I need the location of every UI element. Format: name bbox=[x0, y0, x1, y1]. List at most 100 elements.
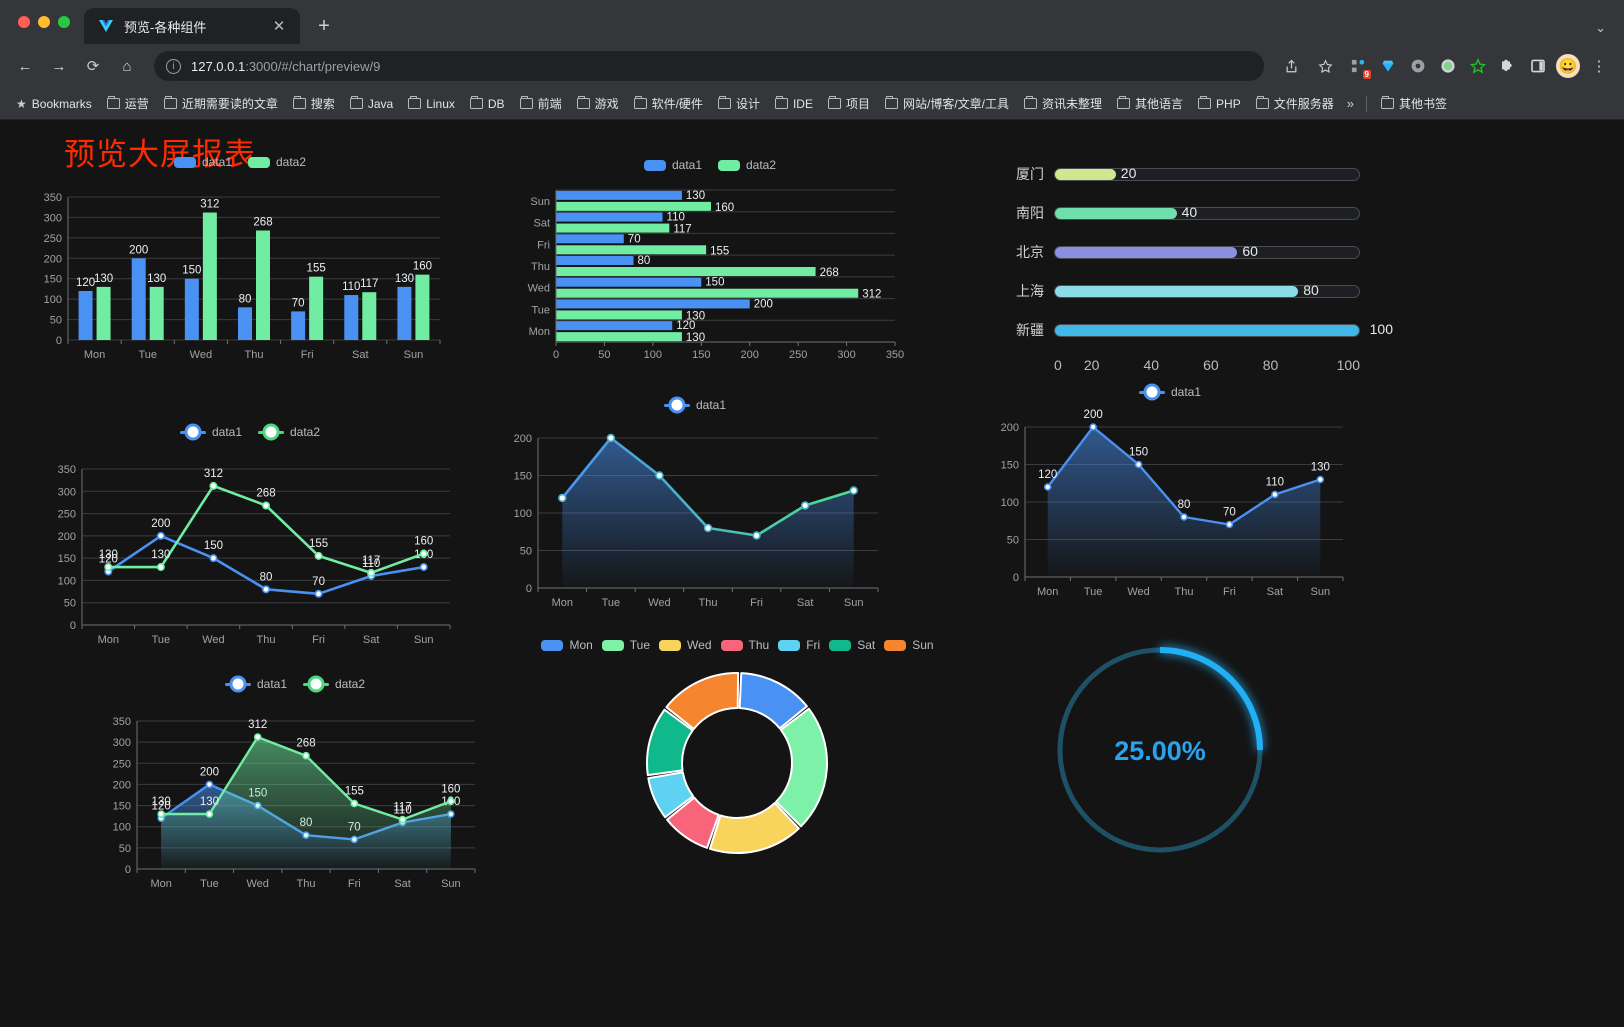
chart-text: 160 bbox=[441, 783, 460, 795]
legend-item-data2[interactable]: data2 bbox=[718, 158, 776, 172]
progress-value: 40 bbox=[1181, 203, 1198, 220]
pie-slice[interactable] bbox=[738, 672, 808, 730]
browser-menu-button[interactable]: ⋮ bbox=[1591, 58, 1607, 75]
bookmark-folder[interactable]: 项目 bbox=[822, 92, 876, 115]
bookmark-folder[interactable]: 软件/硬件 bbox=[628, 92, 709, 115]
legend-item-data1[interactable]: data1 bbox=[1138, 385, 1201, 399]
legend-item-data1[interactable]: data1 bbox=[179, 425, 242, 439]
chart-text: 155 bbox=[710, 245, 729, 257]
bookmark-folder[interactable]: 网站/博客/文章/工具 bbox=[879, 92, 1015, 115]
chart-text: 350 bbox=[58, 464, 76, 476]
maximize-window-button[interactable] bbox=[58, 16, 70, 28]
close-tab-button[interactable]: ✕ bbox=[272, 17, 286, 35]
bookmark-folder[interactable]: 运营 bbox=[101, 92, 155, 115]
bookmark-star-icon[interactable] bbox=[1310, 51, 1340, 81]
url-path: :3000/#/chart/preview/9 bbox=[245, 58, 381, 74]
green-dot-icon[interactable] bbox=[1434, 52, 1462, 80]
pie-slice[interactable] bbox=[708, 802, 800, 854]
chart-text: 0 bbox=[526, 583, 532, 595]
progress-track[interactable]: 80 bbox=[1054, 282, 1360, 298]
data-point bbox=[558, 493, 567, 503]
folder-icon bbox=[1380, 95, 1394, 109]
gear-wheel-icon[interactable] bbox=[1404, 52, 1432, 80]
legend-item-wed[interactable]: Wed bbox=[659, 638, 712, 652]
chart-text: 117 bbox=[362, 555, 380, 567]
chart-text: 150 bbox=[44, 274, 62, 286]
bookmark-folder[interactable]: 前端 bbox=[514, 92, 568, 115]
address-bar[interactable]: i 127.0.0.1:3000/#/chart/preview/9 bbox=[154, 51, 1264, 81]
progress-track[interactable]: 100 bbox=[1054, 321, 1393, 337]
legend-item-data2[interactable]: data2 bbox=[303, 677, 365, 691]
bookmark-label: 资讯未整理 bbox=[1042, 97, 1103, 111]
progress-track[interactable]: 60 bbox=[1054, 243, 1360, 259]
browser-tab[interactable]: 预览-各种组件 ✕ bbox=[84, 8, 300, 44]
progress-track[interactable]: 20 bbox=[1054, 165, 1360, 181]
site-info-icon[interactable]: i bbox=[166, 58, 181, 74]
pie-slice[interactable] bbox=[775, 707, 828, 828]
chevron-down-icon[interactable]: ⌄ bbox=[1595, 20, 1606, 35]
minimize-window-button[interactable] bbox=[38, 16, 50, 28]
progress-label: 新疆 bbox=[1016, 322, 1044, 338]
bar bbox=[556, 223, 670, 233]
bar bbox=[344, 295, 359, 340]
green-star-icon[interactable] bbox=[1464, 52, 1492, 80]
bookmarks-label: Bookmarks bbox=[31, 96, 92, 111]
bookmark-folder[interactable]: 文件服务器 bbox=[1250, 92, 1340, 115]
legend-item-data1[interactable]: data1 bbox=[224, 677, 287, 691]
chart-text: 268 bbox=[256, 488, 275, 500]
folder-icon bbox=[292, 95, 306, 109]
puzzle-icon[interactable] bbox=[1494, 52, 1522, 80]
data-point bbox=[1089, 423, 1097, 431]
reload-button[interactable]: ⟳ bbox=[86, 58, 100, 75]
bookmark-folder[interactable]: 近期需要读的文章 bbox=[158, 92, 284, 115]
back-button[interactable]: ← bbox=[17, 57, 33, 75]
data-point bbox=[314, 589, 323, 598]
chart-text: 312 bbox=[204, 468, 223, 480]
bookmark-folder[interactable]: 设计 bbox=[712, 92, 766, 115]
legend-item-mon[interactable]: Mon bbox=[541, 638, 593, 652]
chart-text: Fri bbox=[348, 878, 361, 890]
progress-track[interactable]: 40 bbox=[1054, 203, 1360, 220]
bookmark-folder[interactable]: Linux bbox=[402, 94, 461, 114]
forward-button[interactable]: → bbox=[51, 57, 67, 75]
legend-item-data2[interactable]: data2 bbox=[258, 425, 320, 439]
bookmark-folder[interactable]: 游戏 bbox=[571, 92, 625, 115]
pie-slice[interactable] bbox=[665, 672, 740, 730]
legend-item-tue[interactable]: Tue bbox=[601, 638, 650, 652]
bookmark-folder[interactable]: 搜索 bbox=[287, 92, 341, 115]
diamond-icon[interactable] bbox=[1374, 52, 1402, 80]
bar bbox=[415, 274, 430, 340]
chart-text: 250 bbox=[58, 509, 76, 521]
chart-text: Tue bbox=[200, 878, 219, 890]
bookmark-folder[interactable]: 资讯未整理 bbox=[1018, 92, 1108, 115]
extensions-grid-icon[interactable]: 9 bbox=[1344, 52, 1372, 80]
bookmark-folder[interactable]: PHP bbox=[1192, 94, 1247, 114]
legend-item-sat[interactable]: Sat bbox=[829, 638, 875, 652]
legend-item-data1[interactable]: data1 bbox=[173, 155, 232, 169]
bookmarks-root[interactable]: ★ Bookmarks bbox=[10, 94, 98, 114]
profile-avatar[interactable]: 😀 bbox=[1556, 54, 1580, 78]
legend-item-data1[interactable]: data1 bbox=[643, 158, 702, 172]
legend-item-fri[interactable]: Fri bbox=[778, 638, 820, 652]
legend-item-sun[interactable]: Sun bbox=[884, 638, 934, 652]
other-bookmarks-folder[interactable]: 其他书签 bbox=[1375, 92, 1453, 115]
close-window-button[interactable] bbox=[18, 16, 30, 28]
pie-slice[interactable] bbox=[647, 771, 695, 819]
bar bbox=[362, 292, 377, 340]
pie-slice[interactable] bbox=[666, 796, 720, 849]
share-button[interactable] bbox=[1276, 51, 1306, 81]
bookmarks-overflow-button[interactable]: » bbox=[1346, 96, 1354, 111]
pie-slice[interactable] bbox=[646, 708, 694, 777]
chart-text: Mon bbox=[150, 878, 171, 890]
bookmark-folder[interactable]: DB bbox=[464, 94, 511, 114]
new-tab-button[interactable]: + bbox=[318, 14, 330, 37]
bookmark-folder[interactable]: Java bbox=[344, 94, 399, 114]
legend-item-thu[interactable]: Thu bbox=[720, 638, 769, 652]
window-controls[interactable] bbox=[12, 0, 84, 44]
side-panel-icon[interactable] bbox=[1524, 52, 1552, 80]
bookmark-folder[interactable]: IDE bbox=[769, 94, 819, 114]
legend-item-data1[interactable]: data1 bbox=[663, 398, 726, 412]
bookmark-folder[interactable]: 其他语言 bbox=[1111, 92, 1189, 115]
home-button[interactable]: ⌂ bbox=[122, 57, 132, 75]
legend-item-data2[interactable]: data2 bbox=[248, 155, 306, 169]
